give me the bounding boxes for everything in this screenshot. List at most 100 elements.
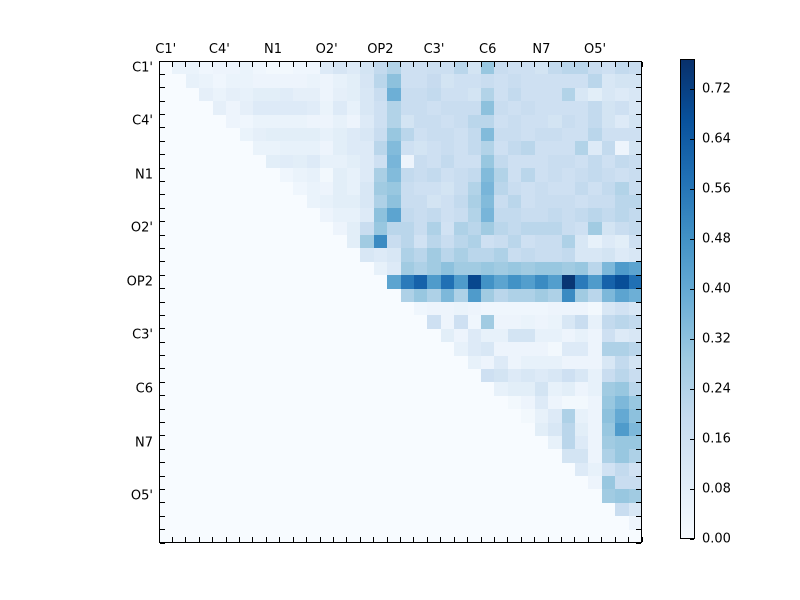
heatmap-cell [172, 288, 186, 302]
heatmap-cell [601, 409, 616, 423]
heatmap-cell [387, 302, 401, 316]
axis-tick [160, 542, 165, 544]
heatmap-cell [346, 328, 361, 343]
heatmap-cell [185, 502, 200, 517]
heatmap-cell [615, 502, 629, 517]
heatmap-cell [306, 181, 320, 195]
heatmap-cell [400, 261, 414, 276]
heatmap-cell [481, 114, 495, 128]
heatmap-cell [534, 355, 549, 369]
heatmap-cell [494, 261, 508, 276]
heatmap-cell [588, 342, 602, 356]
heatmap-cell [252, 315, 267, 329]
heatmap-cell [293, 328, 307, 343]
heatmap-cell [467, 342, 481, 356]
heatmap-cell [561, 302, 575, 316]
heatmap-cell [588, 288, 602, 302]
heatmap-cell [494, 127, 508, 142]
heatmap-cell [467, 154, 481, 169]
heatmap-cell [360, 435, 374, 450]
heatmap-cell [588, 489, 602, 503]
heatmap-cell [293, 449, 307, 463]
heatmap-cell [440, 529, 455, 543]
heatmap-cell [454, 248, 468, 262]
heatmap-cell [413, 449, 428, 463]
heatmap-cell [333, 168, 347, 182]
heatmap-cell [279, 208, 294, 222]
heatmap-cell [185, 315, 200, 329]
heatmap-cell [413, 208, 428, 222]
colorbar-tick-label: 0.24 [702, 381, 731, 397]
heatmap-cell [172, 248, 186, 262]
heatmap-cell [413, 435, 428, 450]
heatmap-cell [601, 315, 616, 329]
heatmap-cell [413, 422, 428, 436]
heatmap-cell [507, 141, 522, 155]
heatmap-cell [534, 194, 549, 209]
heatmap-cell [373, 476, 388, 490]
heatmap-cell [360, 261, 374, 276]
heatmap-cell [306, 355, 320, 369]
heatmap-cell [333, 275, 347, 289]
heatmap-cell [454, 208, 468, 222]
heatmap-cell [360, 288, 374, 302]
heatmap-cell [615, 302, 629, 316]
heatmap-cell [172, 114, 186, 128]
heatmap-cell [548, 422, 562, 436]
axis-tick [636, 127, 641, 129]
heatmap-cell [212, 516, 227, 530]
heatmap-cell [320, 208, 334, 222]
heatmap-cell [279, 476, 294, 490]
heatmap-cell [320, 529, 334, 543]
heatmap-cell [172, 141, 186, 155]
heatmap-cell [172, 275, 186, 289]
heatmap-cell [427, 489, 441, 503]
heatmap-cell [293, 141, 307, 155]
heatmap-cell [601, 261, 616, 276]
colorbar-tick-label: 0.16 [702, 431, 731, 447]
heatmap-cell [172, 422, 186, 436]
heatmap-cell [534, 435, 549, 450]
heatmap-cell [320, 449, 334, 463]
heatmap-cell [548, 114, 562, 128]
heatmap-cell [413, 61, 428, 75]
heatmap-cell [440, 382, 455, 396]
axis-tick [158, 62, 160, 67]
heatmap-cell [226, 368, 240, 383]
heatmap-cell [548, 516, 562, 530]
heatmap-cell [454, 261, 468, 276]
heatmap-cell [239, 154, 253, 169]
heatmap-cell [427, 368, 441, 383]
heatmap-cell [481, 355, 495, 369]
heatmap-cell [279, 502, 294, 517]
heatmap-cell [226, 529, 240, 543]
heatmap-cell [548, 221, 562, 236]
heatmap-cell [373, 194, 388, 209]
heatmap-cell [615, 208, 629, 222]
heatmap-cell [266, 368, 280, 383]
heatmap-cell [467, 435, 481, 450]
heatmap-cell [360, 516, 374, 530]
heatmap-cell [239, 61, 253, 75]
heatmap-cell [252, 275, 267, 289]
axis-tick [373, 537, 375, 542]
heatmap-cell [320, 261, 334, 276]
heatmap-cell [199, 208, 213, 222]
heatmap-cell [467, 382, 481, 396]
heatmap-cell [252, 368, 267, 383]
heatmap-cell [521, 516, 535, 530]
heatmap-cell [561, 154, 575, 169]
heatmap-cell [534, 502, 549, 517]
heatmap-cell [427, 449, 441, 463]
heatmap-cell [333, 368, 347, 383]
heatmap-cell [373, 208, 388, 222]
heatmap-cell [185, 74, 200, 88]
heatmap-cell [413, 409, 428, 423]
colorbar-tick [690, 138, 694, 140]
heatmap-cell [252, 302, 267, 316]
axis-tick [636, 140, 641, 142]
heatmap-cell [548, 489, 562, 503]
heatmap-cell [454, 328, 468, 343]
heatmap-cell [293, 101, 307, 115]
